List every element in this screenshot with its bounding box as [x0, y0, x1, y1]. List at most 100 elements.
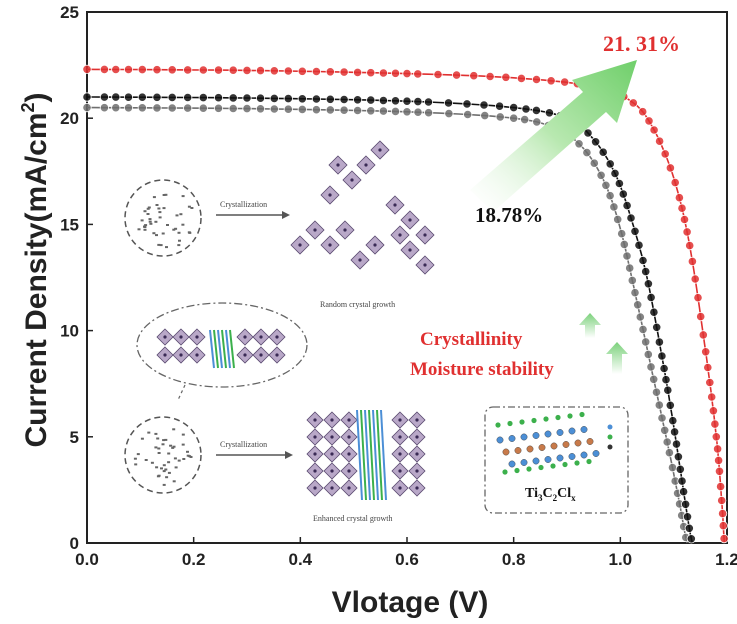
lattice-atom	[568, 453, 576, 460]
data-point	[668, 416, 678, 426]
octahedron-center	[275, 335, 279, 339]
lattice-atom	[532, 432, 540, 439]
precursor-dot	[177, 459, 181, 462]
random-growth-schematic: Crystallization Random crystal growth	[124, 140, 435, 309]
octahedron-center	[350, 178, 354, 182]
mxene-sheet	[217, 329, 223, 369]
data-point	[646, 362, 656, 372]
octahedron-center	[358, 258, 362, 262]
data-point	[627, 275, 637, 285]
octahedron-center	[313, 486, 317, 490]
mxene-sheet	[356, 409, 363, 501]
precursor-dot	[167, 452, 171, 455]
data-point	[609, 202, 619, 212]
data-point	[123, 64, 134, 75]
data-point	[378, 95, 388, 106]
data-point	[462, 99, 472, 109]
precursor-dot	[189, 456, 193, 458]
octahedron-center	[243, 353, 247, 357]
cl-atom	[574, 460, 580, 466]
data-point	[711, 432, 721, 442]
data-point	[213, 65, 224, 75]
enhanced-growth-schematic: Crystallization Enhanced crystal growth	[124, 409, 426, 523]
octahedron-center	[415, 486, 419, 490]
data-point	[590, 137, 601, 147]
data-point	[687, 256, 698, 266]
data-point	[532, 117, 542, 127]
x-tick-label: 0.8	[502, 550, 526, 569]
cl-atom	[555, 414, 561, 421]
data-point	[242, 93, 252, 103]
data-point	[714, 466, 725, 476]
black-pce-label: 18.78%	[475, 203, 543, 227]
cl-atom	[495, 422, 501, 428]
data-point	[413, 69, 423, 79]
data-point	[677, 203, 687, 213]
octahedron-center	[415, 418, 419, 422]
data-point	[667, 462, 678, 473]
data-point	[719, 533, 729, 544]
data-point	[654, 400, 664, 410]
precursor-dot	[152, 196, 156, 199]
data-point	[123, 92, 134, 102]
data-point	[242, 65, 252, 76]
data-point	[283, 94, 293, 104]
data-point	[717, 495, 727, 506]
data-point	[198, 103, 208, 113]
lattice-atom	[538, 444, 546, 451]
data-point	[693, 293, 703, 303]
precursor-dot	[162, 464, 166, 467]
precursor-dot	[162, 194, 166, 196]
cl-atom	[586, 458, 592, 465]
data-point	[311, 66, 321, 77]
octahedron-center	[415, 469, 419, 473]
data-point	[339, 105, 349, 115]
data-point	[402, 96, 412, 106]
data-point	[710, 419, 720, 429]
mxene-structure-box: Ti3C2Clx	[484, 406, 629, 514]
precursor-dot	[155, 234, 158, 237]
data-point	[643, 349, 653, 359]
octahedron-center	[195, 353, 199, 357]
data-point	[661, 375, 671, 385]
mxene-sheet	[213, 329, 219, 369]
octahedron-center	[328, 243, 332, 247]
precursor-dot	[157, 207, 161, 210]
precursor-dot	[171, 446, 175, 449]
precursor-dot	[187, 205, 191, 208]
octahedron-center	[163, 335, 167, 339]
y-tick-label: 20	[60, 109, 79, 128]
data-point	[638, 107, 648, 117]
data-point	[283, 66, 293, 76]
data-point	[137, 103, 147, 113]
data-point	[630, 288, 640, 298]
data-point	[480, 111, 490, 121]
data-point	[99, 103, 110, 113]
data-point	[660, 425, 670, 435]
data-point	[516, 73, 527, 84]
y-tick-label: 25	[60, 3, 79, 22]
cl-atom	[550, 463, 556, 469]
data-point	[718, 521, 728, 531]
data-point	[325, 67, 335, 77]
octahedron-center	[259, 353, 263, 357]
data-point	[297, 94, 307, 104]
data-point	[366, 95, 376, 105]
octahedron-center	[398, 233, 402, 237]
precursor-dot	[143, 226, 147, 228]
y-axis-title: Current Density(mA/cm2)	[18, 92, 53, 447]
data-point	[99, 64, 110, 75]
data-point	[671, 439, 682, 449]
interface-bubble	[136, 302, 308, 401]
data-point	[707, 392, 717, 402]
data-point	[678, 487, 689, 497]
data-point	[638, 324, 648, 334]
x-tick-label: 1.2	[715, 550, 737, 569]
mxene-formula: Ti3C2Clx	[525, 486, 576, 503]
data-point	[690, 274, 700, 284]
x-tick-label: 0.0	[75, 550, 99, 569]
lattice-atom	[568, 427, 576, 435]
mxene-sheet	[221, 329, 227, 369]
data-point	[463, 109, 473, 120]
